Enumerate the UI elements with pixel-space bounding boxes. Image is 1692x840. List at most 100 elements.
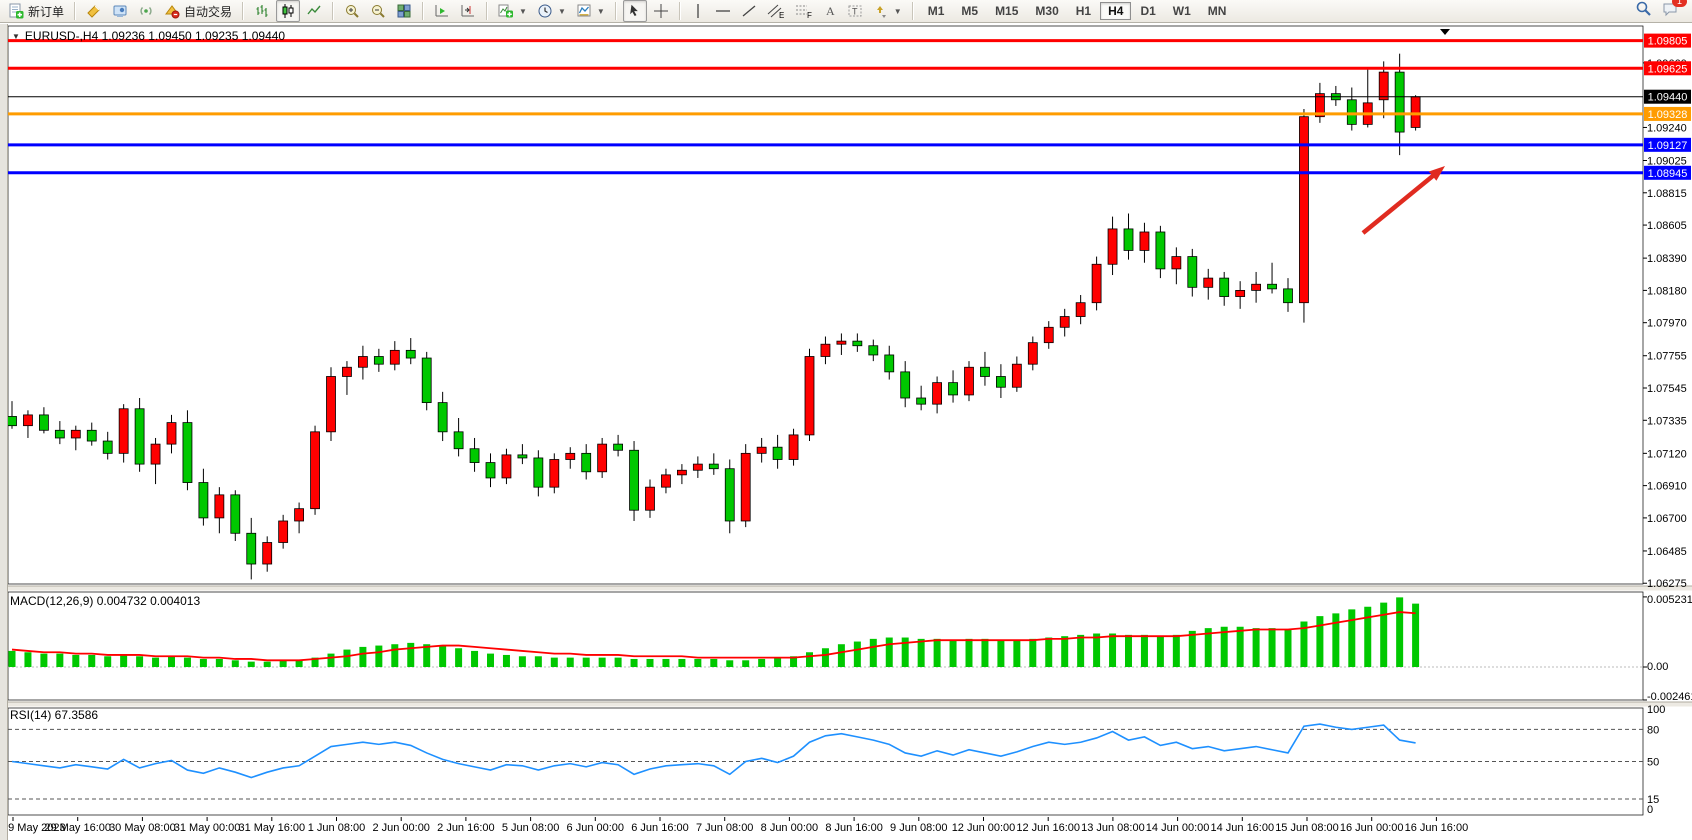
toolbar-separator xyxy=(614,2,617,20)
svg-text:1.06700: 1.06700 xyxy=(1647,513,1687,525)
svg-text:2 Jun 16:00: 2 Jun 16:00 xyxy=(437,822,495,834)
svg-text:16 Jun 16:00: 16 Jun 16:00 xyxy=(1405,822,1469,834)
fibonacci-tool[interactable]: F xyxy=(791,0,817,22)
timeframe-D1[interactable]: D1 xyxy=(1140,4,1156,18)
svg-text:7 Jun 08:00: 7 Jun 08:00 xyxy=(696,822,754,834)
text-tool[interactable]: A xyxy=(819,0,841,22)
vertical-line-tool[interactable] xyxy=(687,0,709,22)
svg-text:12 Jun 00:00: 12 Jun 00:00 xyxy=(952,822,1016,834)
panes xyxy=(0,25,1692,816)
svg-text:6 Jun 00:00: 6 Jun 00:00 xyxy=(567,822,625,834)
line-chart-button[interactable] xyxy=(302,0,326,22)
svg-text:1 Jun 08:00: 1 Jun 08:00 xyxy=(308,822,366,834)
timeframe-M30[interactable]: M30 xyxy=(1035,4,1059,18)
periods-clock-icon xyxy=(538,4,552,18)
last-bar-marker xyxy=(1440,29,1450,35)
text-label-tool[interactable]: T xyxy=(843,0,867,22)
zoom-out-button[interactable] xyxy=(366,0,390,22)
one-click-trading-toggle[interactable]: ▼ xyxy=(12,31,20,41)
equidistant-channel-tool[interactable]: E xyxy=(763,0,789,22)
candlestick-chart-button[interactable] xyxy=(276,0,301,22)
timeframe-H4[interactable]: H4 xyxy=(1100,2,1132,20)
svg-text:29 May 16:00: 29 May 16:00 xyxy=(44,822,111,834)
bar-chart-button[interactable] xyxy=(250,0,274,22)
arrow-annotation xyxy=(1361,29,1450,235)
notification-badge: 1 xyxy=(1672,0,1687,7)
arrows-tool[interactable]: ▼ xyxy=(869,0,906,22)
dropdown-caret: ▼ xyxy=(893,6,902,16)
equidistant-channel-icon: E xyxy=(767,4,784,19)
svg-text:1.06275: 1.06275 xyxy=(1647,578,1687,590)
zoom-out-icon xyxy=(372,5,385,18)
svg-text:80: 80 xyxy=(1647,724,1659,736)
signals-button[interactable] xyxy=(134,0,158,22)
timeframe-H1[interactable]: H1 xyxy=(1075,4,1092,18)
svg-text:30 May 08:00: 30 May 08:00 xyxy=(109,822,176,834)
dropdown-caret: ▼ xyxy=(557,6,566,16)
trendline-tool[interactable] xyxy=(737,0,761,22)
horizontal-line-tool[interactable] xyxy=(711,0,735,22)
indicators-button[interactable]: ▼ xyxy=(494,0,531,22)
svg-text:1.07335: 1.07335 xyxy=(1647,415,1687,427)
toolbar-separator xyxy=(332,2,335,20)
community-button[interactable] xyxy=(108,0,132,22)
toolbar: 新订单 自动交易 xyxy=(0,0,1692,23)
svg-text:31 May 00:00: 31 May 00:00 xyxy=(174,822,241,834)
metaeditor-button[interactable] xyxy=(82,0,106,22)
timeframe-bar: M1 M5 M15 M30 H1 H4 D1 W1 MN xyxy=(920,2,1235,20)
search-icon xyxy=(1636,1,1651,16)
new-order-button[interactable]: 新订单 xyxy=(4,0,68,22)
macd-indicator-label: MACD(12,26,9) 0.004732 0.004013 xyxy=(10,594,201,608)
text-icon: A xyxy=(826,4,835,18)
text-label-icon: T xyxy=(848,5,862,17)
bar-chart-icon xyxy=(256,5,268,17)
svg-text:1.06485: 1.06485 xyxy=(1647,546,1687,558)
svg-text:8 Jun 00:00: 8 Jun 00:00 xyxy=(761,822,819,834)
tile-windows-button[interactable] xyxy=(392,0,416,22)
new-order-label: 新订单 xyxy=(28,4,65,19)
autotrading-button[interactable]: 自动交易 xyxy=(160,0,236,22)
auto-scroll-button[interactable] xyxy=(430,0,454,22)
svg-text:29 May 2023: 29 May 2023 xyxy=(2,822,66,834)
search-button[interactable] xyxy=(1635,0,1652,22)
svg-text:1.09127: 1.09127 xyxy=(1648,140,1688,152)
svg-text:1.09440: 1.09440 xyxy=(1648,92,1688,104)
chart-title-text: EURUSD-,H4 1.09236 1.09450 1.09235 1.094… xyxy=(24,29,286,43)
candles-layer xyxy=(7,53,1421,580)
timeframe-MN[interactable]: MN xyxy=(1207,4,1227,18)
svg-text:15 Jun 08:00: 15 Jun 08:00 xyxy=(1275,822,1339,834)
autotrading-icon xyxy=(165,5,180,19)
timeframe-M1[interactable]: M1 xyxy=(927,4,945,18)
timeframe-M5[interactable]: M5 xyxy=(961,4,979,18)
zoom-in-button[interactable] xyxy=(340,0,364,22)
templates-button[interactable]: ▼ xyxy=(572,0,609,22)
svg-text:1.09805: 1.09805 xyxy=(1648,36,1688,48)
notifications-button[interactable]: 1 xyxy=(1662,0,1687,22)
cursor-button[interactable] xyxy=(622,0,647,22)
toolbar-separator xyxy=(486,2,489,20)
horizontal-line-icon xyxy=(715,10,730,12)
timeframe-M15[interactable]: M15 xyxy=(995,4,1019,18)
chart-shift-button[interactable] xyxy=(456,0,480,22)
rsi-indicator-label: RSI(14) 67.3586 xyxy=(10,708,99,722)
svg-text:8 Jun 16:00: 8 Jun 16:00 xyxy=(825,822,883,834)
indicators-icon xyxy=(498,4,514,18)
svg-text:0: 0 xyxy=(1647,804,1653,816)
svg-text:100: 100 xyxy=(1647,704,1665,716)
svg-text:1.07545: 1.07545 xyxy=(1647,383,1687,395)
autotrading-label: 自动交易 xyxy=(184,4,233,19)
svg-text:F: F xyxy=(807,11,812,19)
crosshair-button[interactable] xyxy=(649,0,673,22)
toolbar-separator xyxy=(74,2,77,20)
svg-text:1.08390: 1.08390 xyxy=(1647,253,1687,265)
toolbar-separator xyxy=(911,2,914,20)
svg-text:14 Jun 16:00: 14 Jun 16:00 xyxy=(1210,822,1274,834)
timeframe-W1[interactable]: W1 xyxy=(1172,4,1191,18)
dropdown-caret: ▼ xyxy=(519,6,527,16)
community-icon xyxy=(113,5,127,17)
toolbar-separator xyxy=(678,2,681,20)
periods-button[interactable]: ▼ xyxy=(533,0,570,22)
